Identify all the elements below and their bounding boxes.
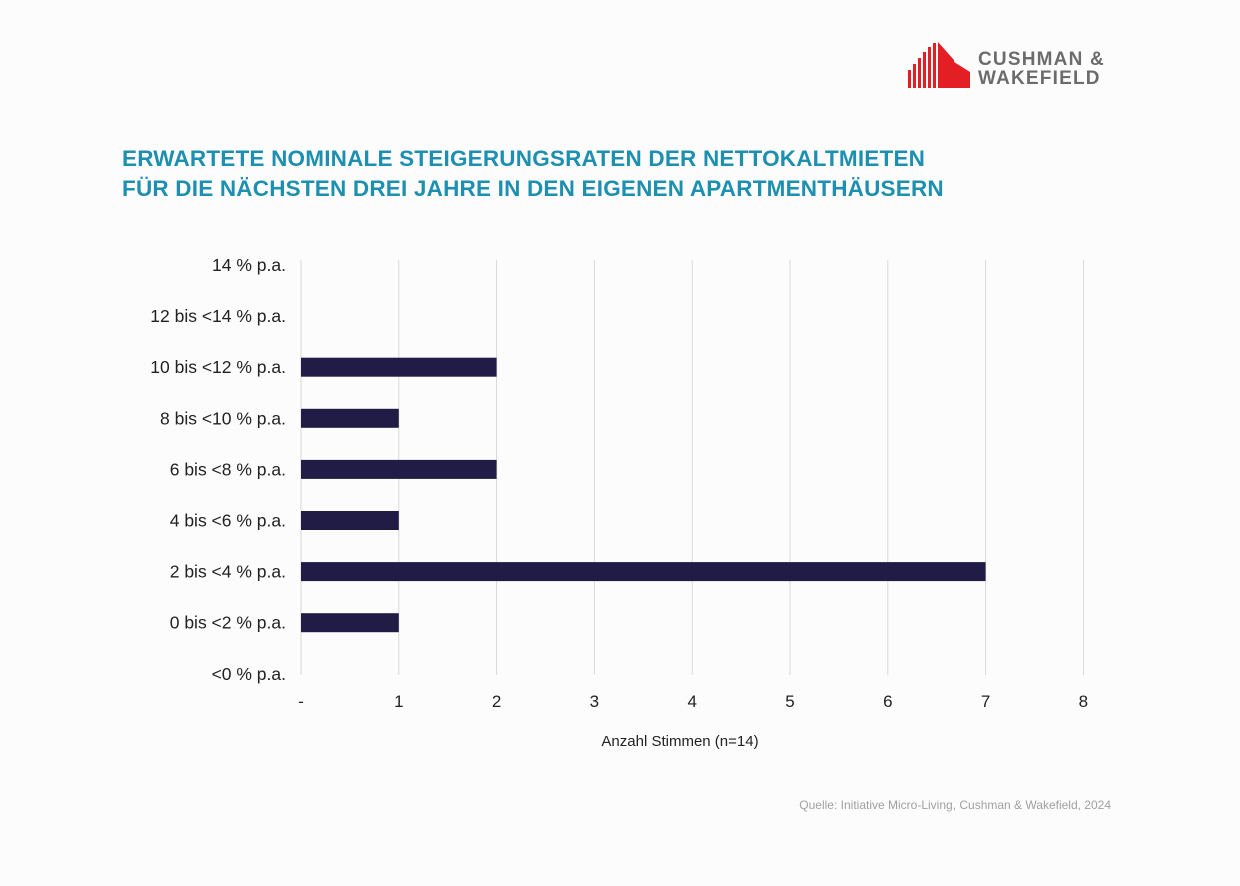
cushman-wakefield-logo: CUSHMAN & WAKEFIELD [906,40,1126,92]
y-category-label: 6 bis <8 % p.a. [170,459,286,479]
y-category-label: 2 bis <4 % p.a. [170,562,286,582]
y-category-label: 0 bis <2 % p.a. [170,613,286,633]
y-axis-labels: 14 % p.a. 12 bis <14 % p.a. 10 bis <12 % p… [150,255,286,684]
x-tick-label: 5 [785,692,794,711]
y-category-label: 8 bis <10 % p.a. [160,408,286,428]
bar [301,613,399,633]
logo-mark-icon [908,42,970,88]
bar [301,408,399,428]
x-tick-label: - [298,692,304,711]
y-category-label: 4 bis <6 % p.a. [170,511,286,531]
chart-title-line1: ERWARTETE NOMINALE STEIGERUNGSRATEN DER … [122,146,926,171]
x-axis-tick-labels: - 1 2 3 4 5 6 7 8 [298,692,1088,711]
x-tick-label: 2 [492,692,501,711]
bar [301,511,399,530]
x-tick-label: 8 [1079,692,1088,711]
bar [301,357,497,377]
y-category-label: <0 % p.a. [212,664,286,684]
bars [301,357,986,633]
x-tick-label: 3 [590,692,599,711]
chart-title-line2: FÜR DIE NÄCHSTEN DREI JAHRE IN DEN EIGEN… [122,176,944,201]
y-category-label: 12 bis <14 % p.a. [150,306,286,326]
bar [301,562,986,582]
bar [301,459,497,479]
x-tick-label: 1 [394,692,403,711]
x-tick-label: 6 [883,692,892,711]
x-tick-label: 4 [687,692,696,711]
chart-title: ERWARTETE NOMINALE STEIGERUNGSRATEN DER … [122,144,944,204]
y-category-label: 10 bis <12 % p.a. [150,357,286,377]
x-axis-title: Anzahl Stimmen (n=14) [601,733,759,750]
logo-text-line1: CUSHMAN & [978,49,1105,70]
y-category-label: 14 % p.a. [212,255,286,275]
logo-text-line2: WAKEFIELD [978,68,1101,89]
source-note: Quelle: Initiative Micro-Living, Cushman… [799,798,1111,812]
x-tick-label: 7 [981,692,990,711]
